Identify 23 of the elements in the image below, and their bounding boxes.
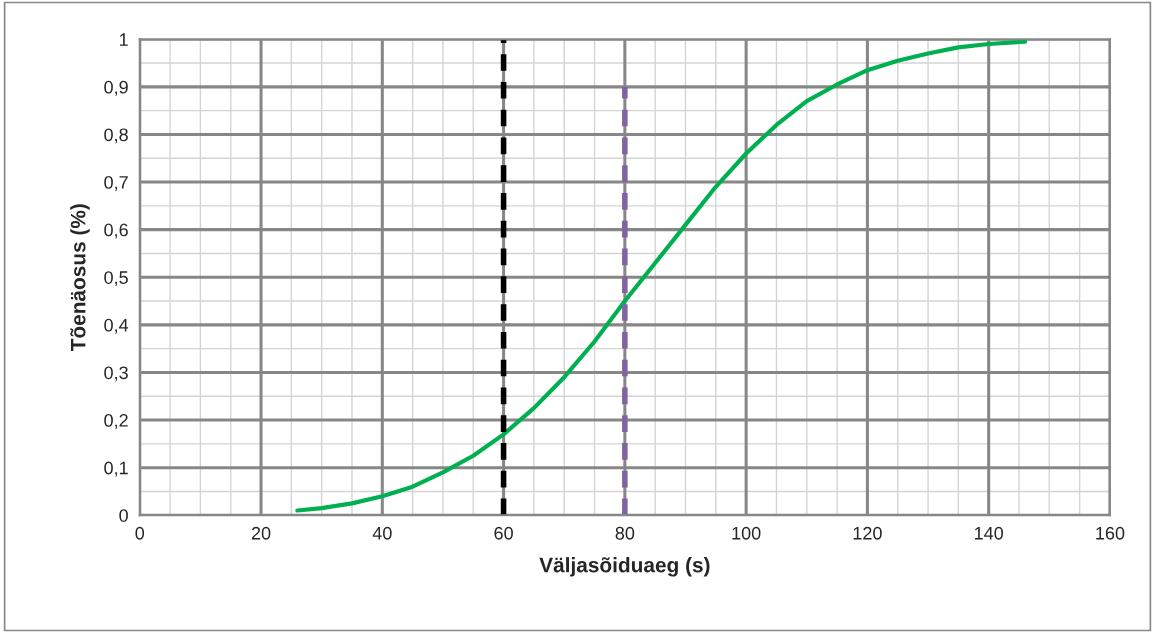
y-tick-label: 0,5 [104, 271, 128, 287]
x-tick-label: 0 [135, 526, 145, 540]
line-series [295, 39, 1028, 513]
y-tick-label: 0,7 [104, 175, 128, 191]
y-tick-label: 0,1 [104, 461, 128, 477]
y-tick-label: 0,9 [104, 80, 128, 96]
y-tick-label: 0,2 [104, 413, 128, 429]
x-tick-label: 80 [615, 526, 635, 540]
y-tick-label: 1 [119, 33, 128, 46]
x-tick-label: 160 [1096, 526, 1125, 540]
y-axis-title: Tõenäosus (%) [70, 204, 90, 352]
x-tick-label: 20 [251, 526, 271, 540]
y-tick-label: 0,8 [104, 128, 128, 144]
y-tick-label: 0,4 [104, 318, 129, 334]
x-tick-label: 140 [975, 526, 1004, 540]
x-tick-label: 100 [732, 526, 761, 540]
x-axis-title: Väljasõiduaeg (s) [539, 557, 710, 577]
x-tick-label: 120 [853, 526, 882, 540]
y-tick-label: 0,3 [104, 366, 128, 382]
x-tick-label: 40 [372, 526, 392, 540]
x-tick-label: 60 [494, 526, 513, 540]
y-tick-label: 0 [119, 509, 128, 522]
y-tick-label: 0,6 [104, 223, 128, 239]
